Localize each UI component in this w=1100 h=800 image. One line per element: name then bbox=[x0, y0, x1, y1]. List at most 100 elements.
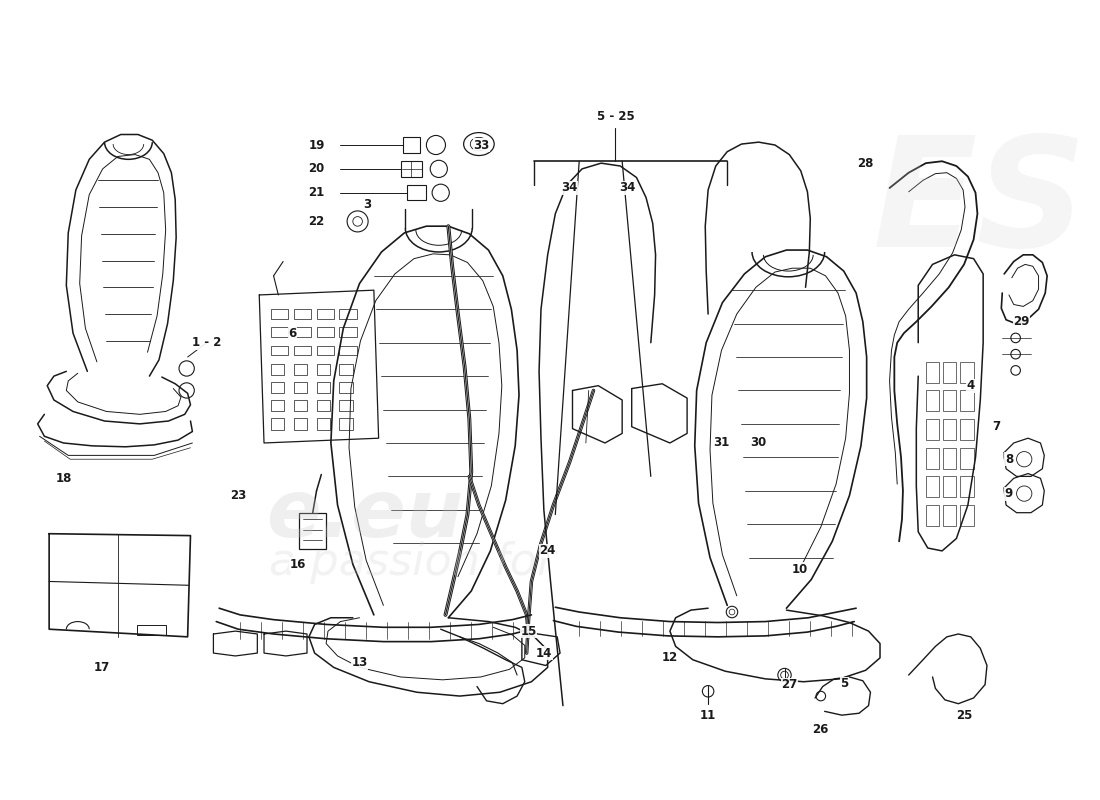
Bar bbox=[340, 382, 353, 394]
Bar bbox=[407, 185, 427, 200]
Circle shape bbox=[781, 671, 789, 679]
Text: 4: 4 bbox=[967, 379, 975, 392]
Text: 34: 34 bbox=[618, 182, 635, 194]
Text: 25: 25 bbox=[956, 709, 972, 722]
Circle shape bbox=[1016, 451, 1032, 467]
Text: 28: 28 bbox=[858, 157, 873, 170]
Bar bbox=[317, 400, 330, 411]
Text: 8: 8 bbox=[1004, 453, 1013, 466]
Bar bbox=[943, 362, 956, 383]
Bar bbox=[340, 346, 356, 355]
Circle shape bbox=[1011, 366, 1021, 375]
Bar bbox=[340, 364, 353, 375]
Bar bbox=[294, 310, 311, 319]
Text: 33: 33 bbox=[474, 138, 490, 151]
Circle shape bbox=[179, 383, 195, 398]
Text: 15: 15 bbox=[520, 625, 537, 638]
Bar bbox=[926, 390, 939, 411]
Bar bbox=[926, 477, 939, 498]
Bar bbox=[960, 505, 974, 526]
Text: 22: 22 bbox=[308, 215, 324, 228]
Text: 5: 5 bbox=[840, 677, 849, 690]
Bar bbox=[926, 362, 939, 383]
Bar bbox=[317, 418, 330, 430]
Text: 19: 19 bbox=[308, 138, 324, 151]
Bar bbox=[400, 162, 421, 177]
Circle shape bbox=[427, 135, 446, 154]
Circle shape bbox=[432, 184, 449, 202]
Bar bbox=[317, 364, 330, 375]
Text: 24: 24 bbox=[539, 544, 556, 558]
Text: 6: 6 bbox=[288, 326, 297, 340]
Bar bbox=[943, 477, 956, 498]
Bar bbox=[340, 310, 356, 319]
Text: 30: 30 bbox=[750, 437, 767, 450]
Bar bbox=[294, 346, 311, 355]
Text: 1 - 2: 1 - 2 bbox=[192, 336, 221, 349]
Text: 18: 18 bbox=[55, 472, 72, 485]
Bar bbox=[960, 448, 974, 469]
Text: 16: 16 bbox=[289, 558, 306, 570]
Bar bbox=[340, 400, 353, 411]
Circle shape bbox=[348, 211, 369, 232]
Text: ES: ES bbox=[873, 130, 1088, 278]
Text: 31: 31 bbox=[714, 437, 729, 450]
Text: 13: 13 bbox=[351, 656, 367, 669]
Bar bbox=[960, 419, 974, 440]
Bar bbox=[294, 382, 307, 394]
Circle shape bbox=[816, 691, 826, 701]
Circle shape bbox=[430, 160, 448, 178]
Bar bbox=[960, 477, 974, 498]
Circle shape bbox=[1011, 333, 1021, 342]
Bar bbox=[271, 310, 288, 319]
Circle shape bbox=[726, 606, 738, 618]
Bar bbox=[294, 327, 311, 337]
Text: 5 - 25: 5 - 25 bbox=[596, 110, 635, 123]
Bar bbox=[271, 382, 284, 394]
Text: 27: 27 bbox=[781, 678, 798, 691]
Bar bbox=[943, 505, 956, 526]
Text: 21: 21 bbox=[308, 186, 324, 199]
Bar bbox=[138, 626, 166, 635]
Text: 7: 7 bbox=[992, 420, 1001, 434]
Bar bbox=[960, 362, 974, 383]
Bar bbox=[943, 390, 956, 411]
Circle shape bbox=[1016, 486, 1032, 502]
Text: e.eu: e.eu bbox=[266, 476, 463, 554]
Text: 23: 23 bbox=[230, 489, 246, 502]
Bar bbox=[271, 346, 288, 355]
Text: 20: 20 bbox=[308, 162, 324, 175]
Bar bbox=[926, 419, 939, 440]
Bar bbox=[317, 346, 333, 355]
Circle shape bbox=[353, 217, 362, 226]
Bar bbox=[299, 513, 326, 549]
Bar bbox=[294, 418, 307, 430]
Text: 3: 3 bbox=[363, 198, 371, 210]
Text: 34: 34 bbox=[561, 182, 578, 194]
Bar bbox=[943, 419, 956, 440]
Bar bbox=[271, 418, 284, 430]
Text: 29: 29 bbox=[1013, 315, 1030, 328]
Circle shape bbox=[703, 686, 714, 697]
Text: 14: 14 bbox=[536, 646, 552, 659]
Text: 10: 10 bbox=[792, 562, 807, 575]
Circle shape bbox=[778, 668, 791, 682]
Text: 12: 12 bbox=[662, 651, 678, 664]
Bar bbox=[926, 448, 939, 469]
Circle shape bbox=[1011, 350, 1021, 359]
Bar bbox=[271, 364, 284, 375]
Circle shape bbox=[729, 609, 735, 615]
Bar bbox=[340, 327, 356, 337]
Bar bbox=[943, 448, 956, 469]
Bar bbox=[317, 382, 330, 394]
Bar bbox=[294, 400, 307, 411]
Circle shape bbox=[179, 361, 195, 376]
Text: 11: 11 bbox=[700, 709, 716, 722]
Bar bbox=[403, 138, 420, 153]
Text: 17: 17 bbox=[94, 661, 110, 674]
Bar bbox=[926, 505, 939, 526]
Bar bbox=[271, 327, 288, 337]
Bar bbox=[294, 364, 307, 375]
Bar bbox=[340, 418, 353, 430]
Text: 9: 9 bbox=[1004, 487, 1013, 500]
